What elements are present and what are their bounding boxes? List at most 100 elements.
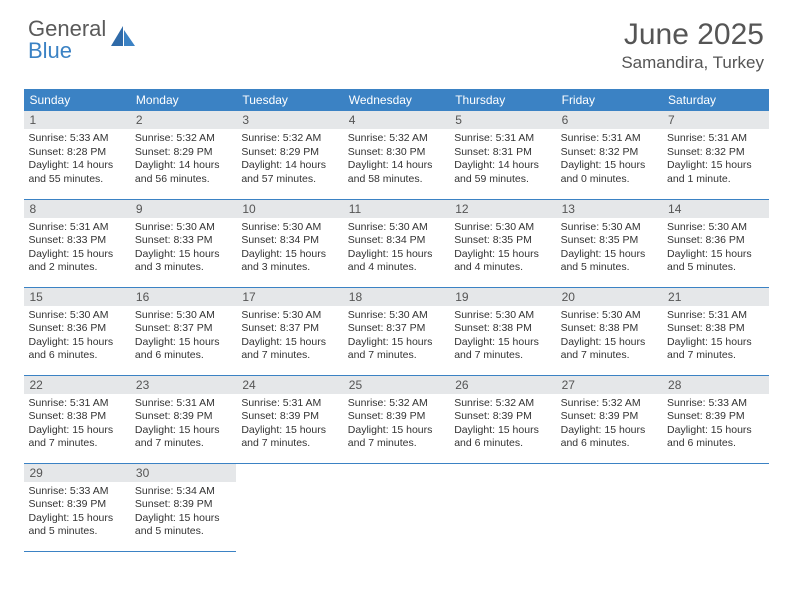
day-body: Sunrise: 5:32 AMSunset: 8:39 PMDaylight:… <box>556 394 662 457</box>
day-header-row: SundayMondayTuesdayWednesdayThursdayFrid… <box>24 89 769 111</box>
daylight-line: Daylight: 15 hours and 3 minutes. <box>241 248 337 275</box>
empty-cell <box>449 463 555 551</box>
day-body: Sunrise: 5:30 AMSunset: 8:35 PMDaylight:… <box>449 218 555 281</box>
day-number: 11 <box>343 200 449 218</box>
sunrise-line: Sunrise: 5:30 AM <box>561 309 657 323</box>
day-number: 23 <box>130 376 236 394</box>
daylight-line: Daylight: 15 hours and 6 minutes. <box>667 424 763 451</box>
day-cell: 6Sunrise: 5:31 AMSunset: 8:32 PMDaylight… <box>556 111 662 199</box>
day-number: 4 <box>343 111 449 129</box>
sunrise-line: Sunrise: 5:31 AM <box>454 132 550 146</box>
calendar-table: SundayMondayTuesdayWednesdayThursdayFrid… <box>24 89 769 552</box>
sunrise-line: Sunrise: 5:33 AM <box>29 485 125 499</box>
daylight-line: Daylight: 15 hours and 7 minutes. <box>241 336 337 363</box>
sunrise-line: Sunrise: 5:30 AM <box>667 221 763 235</box>
sunrise-line: Sunrise: 5:31 AM <box>29 221 125 235</box>
day-number: 19 <box>449 288 555 306</box>
empty-cell <box>343 463 449 551</box>
day-body: Sunrise: 5:30 AMSunset: 8:37 PMDaylight:… <box>343 306 449 369</box>
sunrise-line: Sunrise: 5:30 AM <box>348 309 444 323</box>
sunrise-line: Sunrise: 5:33 AM <box>667 397 763 411</box>
sunset-line: Sunset: 8:39 PM <box>135 410 231 424</box>
sunrise-line: Sunrise: 5:32 AM <box>348 132 444 146</box>
sunset-line: Sunset: 8:29 PM <box>241 146 337 160</box>
sunrise-line: Sunrise: 5:32 AM <box>135 132 231 146</box>
header: General Blue June 2025 Samandira, Turkey <box>0 0 792 81</box>
day-cell: 9Sunrise: 5:30 AMSunset: 8:33 PMDaylight… <box>130 199 236 287</box>
day-header: Saturday <box>662 89 768 111</box>
day-body: Sunrise: 5:32 AMSunset: 8:39 PMDaylight:… <box>343 394 449 457</box>
sunrise-line: Sunrise: 5:31 AM <box>135 397 231 411</box>
day-body: Sunrise: 5:30 AMSunset: 8:36 PMDaylight:… <box>24 306 130 369</box>
sunset-line: Sunset: 8:39 PM <box>454 410 550 424</box>
day-cell: 8Sunrise: 5:31 AMSunset: 8:33 PMDaylight… <box>24 199 130 287</box>
day-header: Wednesday <box>343 89 449 111</box>
sunset-line: Sunset: 8:39 PM <box>348 410 444 424</box>
daylight-line: Daylight: 15 hours and 4 minutes. <box>454 248 550 275</box>
day-body: Sunrise: 5:30 AMSunset: 8:37 PMDaylight:… <box>130 306 236 369</box>
day-number: 16 <box>130 288 236 306</box>
sunrise-line: Sunrise: 5:32 AM <box>241 132 337 146</box>
sunset-line: Sunset: 8:39 PM <box>135 498 231 512</box>
sunrise-line: Sunrise: 5:34 AM <box>135 485 231 499</box>
sunset-line: Sunset: 8:39 PM <box>241 410 337 424</box>
sunset-line: Sunset: 8:36 PM <box>667 234 763 248</box>
day-header: Tuesday <box>236 89 342 111</box>
day-number: 14 <box>662 200 768 218</box>
sunset-line: Sunset: 8:36 PM <box>29 322 125 336</box>
day-header: Thursday <box>449 89 555 111</box>
day-body: Sunrise: 5:31 AMSunset: 8:39 PMDaylight:… <box>236 394 342 457</box>
week-row: 29Sunrise: 5:33 AMSunset: 8:39 PMDayligh… <box>24 463 769 551</box>
month-title: June 2025 <box>621 18 764 51</box>
day-body: Sunrise: 5:33 AMSunset: 8:39 PMDaylight:… <box>662 394 768 457</box>
day-body: Sunrise: 5:30 AMSunset: 8:33 PMDaylight:… <box>130 218 236 281</box>
day-body: Sunrise: 5:31 AMSunset: 8:39 PMDaylight:… <box>130 394 236 457</box>
sunset-line: Sunset: 8:39 PM <box>561 410 657 424</box>
sunrise-line: Sunrise: 5:30 AM <box>454 221 550 235</box>
daylight-line: Daylight: 15 hours and 5 minutes. <box>667 248 763 275</box>
daylight-line: Daylight: 15 hours and 5 minutes. <box>135 512 231 539</box>
day-header: Friday <box>556 89 662 111</box>
day-number: 17 <box>236 288 342 306</box>
daylight-line: Daylight: 15 hours and 5 minutes. <box>29 512 125 539</box>
logo-part2: Blue <box>28 38 72 63</box>
daylight-line: Daylight: 14 hours and 56 minutes. <box>135 159 231 186</box>
daylight-line: Daylight: 15 hours and 1 minute. <box>667 159 763 186</box>
day-number: 25 <box>343 376 449 394</box>
day-body: Sunrise: 5:30 AMSunset: 8:34 PMDaylight:… <box>236 218 342 281</box>
sunrise-line: Sunrise: 5:30 AM <box>454 309 550 323</box>
sunset-line: Sunset: 8:35 PM <box>561 234 657 248</box>
sunset-line: Sunset: 8:37 PM <box>135 322 231 336</box>
day-body: Sunrise: 5:30 AMSunset: 8:35 PMDaylight:… <box>556 218 662 281</box>
sunset-line: Sunset: 8:39 PM <box>667 410 763 424</box>
empty-cell <box>236 463 342 551</box>
sunrise-line: Sunrise: 5:30 AM <box>348 221 444 235</box>
logo: General Blue <box>28 18 137 62</box>
day-cell: 17Sunrise: 5:30 AMSunset: 8:37 PMDayligh… <box>236 287 342 375</box>
sunset-line: Sunset: 8:33 PM <box>29 234 125 248</box>
day-cell: 20Sunrise: 5:30 AMSunset: 8:38 PMDayligh… <box>556 287 662 375</box>
sunset-line: Sunset: 8:38 PM <box>29 410 125 424</box>
week-row: 1Sunrise: 5:33 AMSunset: 8:28 PMDaylight… <box>24 111 769 199</box>
day-number: 3 <box>236 111 342 129</box>
daylight-line: Daylight: 15 hours and 2 minutes. <box>29 248 125 275</box>
daylight-line: Daylight: 15 hours and 6 minutes. <box>454 424 550 451</box>
sunrise-line: Sunrise: 5:31 AM <box>241 397 337 411</box>
sunrise-line: Sunrise: 5:32 AM <box>561 397 657 411</box>
sunrise-line: Sunrise: 5:33 AM <box>29 132 125 146</box>
title-block: June 2025 Samandira, Turkey <box>621 18 764 73</box>
sunset-line: Sunset: 8:35 PM <box>454 234 550 248</box>
daylight-line: Daylight: 15 hours and 6 minutes. <box>135 336 231 363</box>
day-cell: 22Sunrise: 5:31 AMSunset: 8:38 PMDayligh… <box>24 375 130 463</box>
day-cell: 1Sunrise: 5:33 AMSunset: 8:28 PMDaylight… <box>24 111 130 199</box>
sunset-line: Sunset: 8:32 PM <box>667 146 763 160</box>
day-cell: 18Sunrise: 5:30 AMSunset: 8:37 PMDayligh… <box>343 287 449 375</box>
day-cell: 7Sunrise: 5:31 AMSunset: 8:32 PMDaylight… <box>662 111 768 199</box>
daylight-line: Daylight: 15 hours and 7 minutes. <box>348 336 444 363</box>
week-row: 8Sunrise: 5:31 AMSunset: 8:33 PMDaylight… <box>24 199 769 287</box>
day-cell: 23Sunrise: 5:31 AMSunset: 8:39 PMDayligh… <box>130 375 236 463</box>
day-body: Sunrise: 5:32 AMSunset: 8:29 PMDaylight:… <box>130 129 236 192</box>
day-number: 13 <box>556 200 662 218</box>
week-row: 15Sunrise: 5:30 AMSunset: 8:36 PMDayligh… <box>24 287 769 375</box>
day-cell: 16Sunrise: 5:30 AMSunset: 8:37 PMDayligh… <box>130 287 236 375</box>
